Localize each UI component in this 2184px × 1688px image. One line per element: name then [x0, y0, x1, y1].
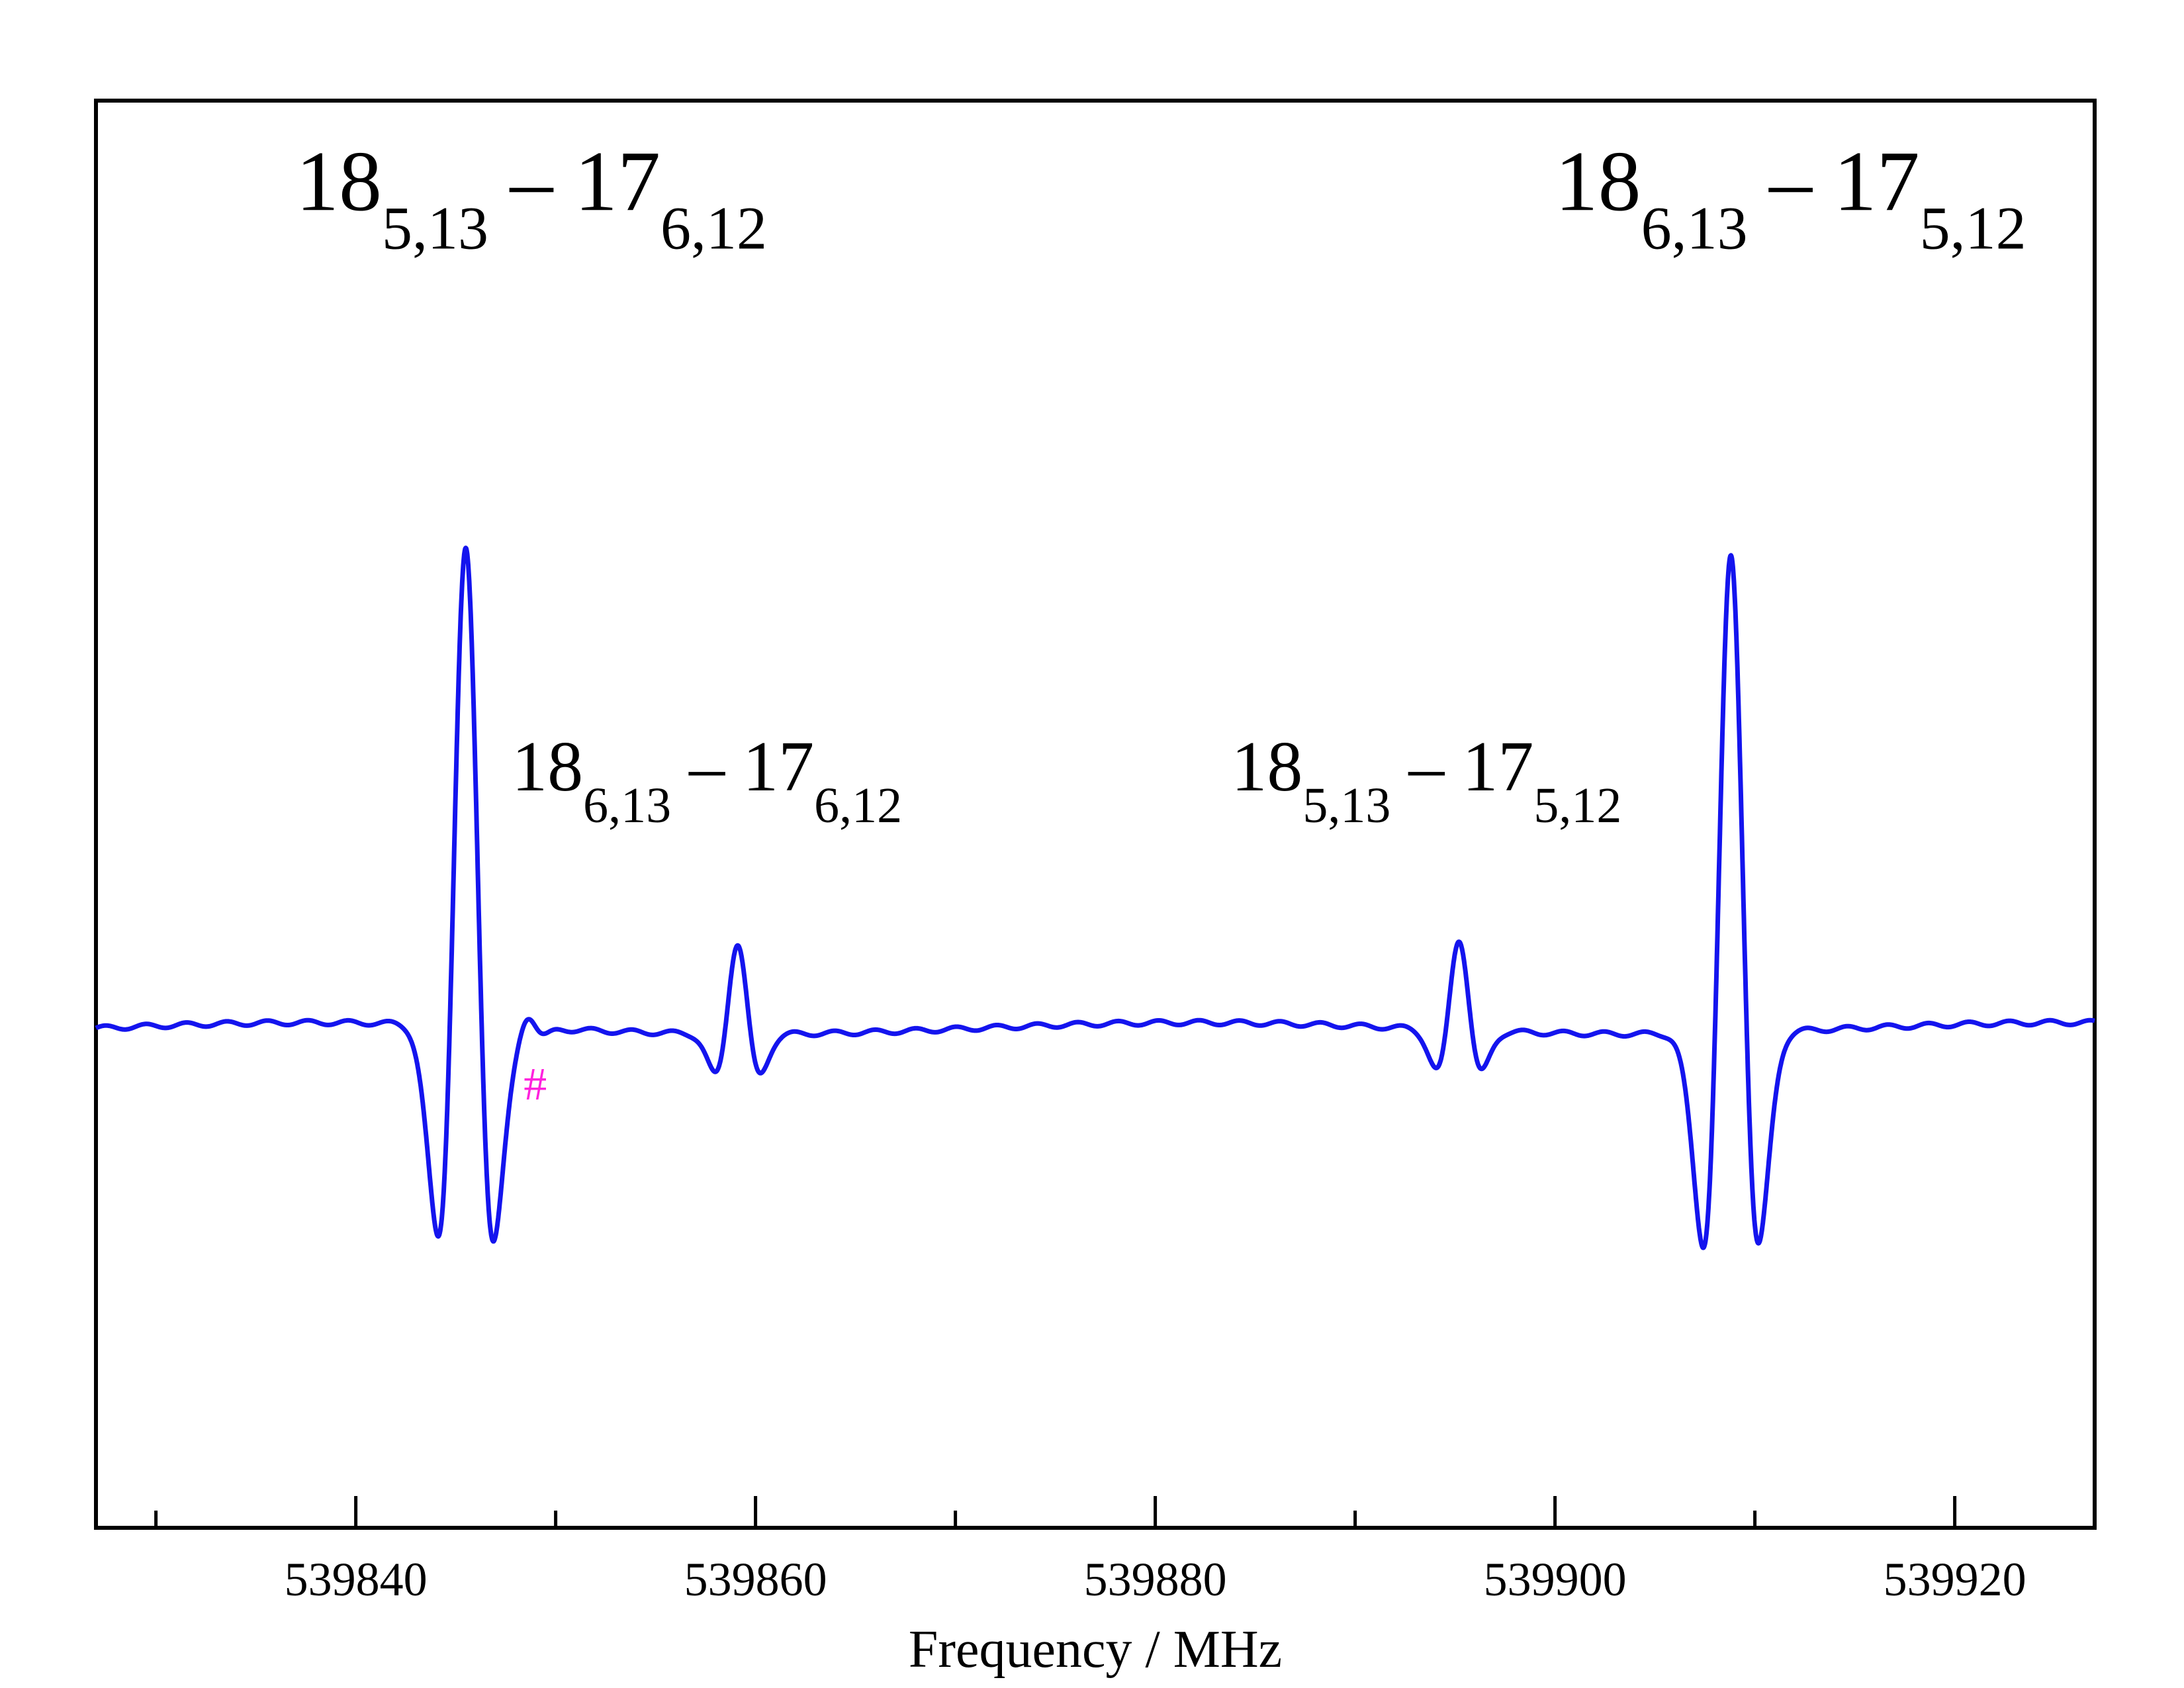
- label-mid-right: 185,13 – 175,12: [1231, 727, 1621, 833]
- annotations: 185,13 – 176,12 186,13 – 175,12 186,13 – 1…: [296, 134, 2026, 1110]
- x-tick-label: 539900: [1484, 1553, 1627, 1606]
- x-tick-label: 539860: [684, 1553, 827, 1606]
- x-tick-label: 539920: [1884, 1553, 2026, 1606]
- x-tick-label: 539840: [285, 1553, 428, 1606]
- label-top-left: 185,13 – 176,12: [296, 134, 767, 261]
- x-axis-ticks: [154, 1496, 1957, 1528]
- x-axis-label: Frequency / MHz: [909, 1620, 1282, 1679]
- plot-frame: [94, 99, 2097, 1530]
- hash-marker: #: [523, 1059, 547, 1110]
- label-mid-left: 186,13 – 176,12: [512, 727, 902, 833]
- x-tick-label: 539880: [1084, 1553, 1227, 1606]
- label-top-right: 186,13 – 175,12: [1555, 134, 2026, 261]
- x-axis-tick-labels: 539840 539860 539880 539900 539920: [285, 1553, 2026, 1606]
- spectrum-line: [94, 545, 2097, 1250]
